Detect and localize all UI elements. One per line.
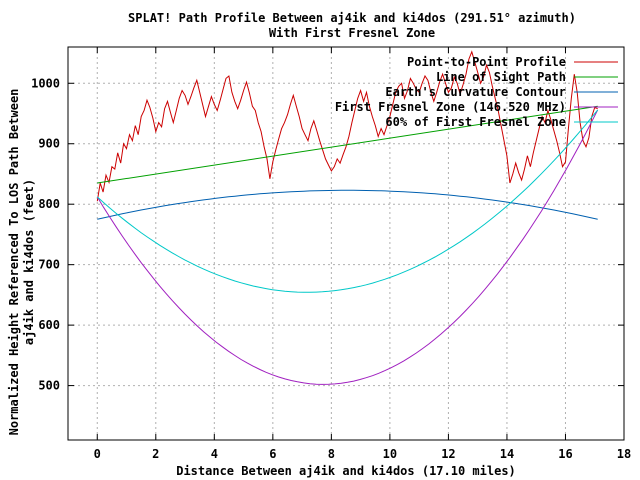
y-axis-label-line2: aj4ik and ki4dos (feet) — [22, 179, 36, 345]
legend-label: First Fresnel Zone (146.520 MHz) — [335, 100, 566, 114]
x-tick-label: 8 — [328, 447, 335, 461]
y-tick-label: 700 — [38, 258, 60, 272]
legend-label: 60% of First Fresnel Zone — [385, 115, 566, 129]
chart-title: SPLAT! Path Profile Between aj4ik and ki… — [128, 11, 576, 25]
legend-label: Earth's Curvature Contour — [385, 85, 566, 99]
x-tick-label: 0 — [94, 447, 101, 461]
fresnel-zone-line — [96, 109, 599, 385]
line-of-sight-line — [97, 105, 598, 184]
y-tick-label: 800 — [38, 197, 60, 211]
earth-curvature-line — [97, 189, 598, 220]
grid-lines — [68, 47, 624, 440]
y-axis-ticks: 500 600 700 800 900 1000 — [31, 76, 624, 393]
plot-frame — [67, 46, 625, 441]
fresnel-60-line — [96, 109, 599, 293]
x-axis-label: Distance Between aj4ik and ki4dos (17.10… — [176, 464, 516, 478]
legend-label: Line of Sight Path — [436, 70, 566, 84]
x-tick-label: 6 — [269, 447, 276, 461]
legend-label: Point-to-Point Profile — [407, 55, 566, 69]
x-axis-ticks: 0 2 4 6 8 10 12 14 16 18 — [94, 47, 631, 461]
y-axis-label-line1: Normalized Height Referenced To LOS Path… — [7, 89, 21, 436]
x-tick-label: 14 — [500, 447, 514, 461]
y-tick-label: 500 — [38, 379, 60, 393]
x-tick-label: 10 — [383, 447, 397, 461]
x-tick-label: 18 — [617, 447, 631, 461]
chart-subtitle: With First Fresnel Zone — [269, 26, 435, 40]
y-tick-label: 1000 — [31, 76, 60, 90]
y-tick-label: 900 — [38, 137, 60, 151]
x-tick-label: 4 — [211, 447, 218, 461]
series-lines — [96, 50, 599, 385]
x-tick-label: 12 — [441, 447, 455, 461]
profile-line — [96, 50, 598, 202]
y-tick-label: 600 — [38, 318, 60, 332]
x-tick-label: 2 — [152, 447, 159, 461]
x-tick-label: 16 — [558, 447, 572, 461]
